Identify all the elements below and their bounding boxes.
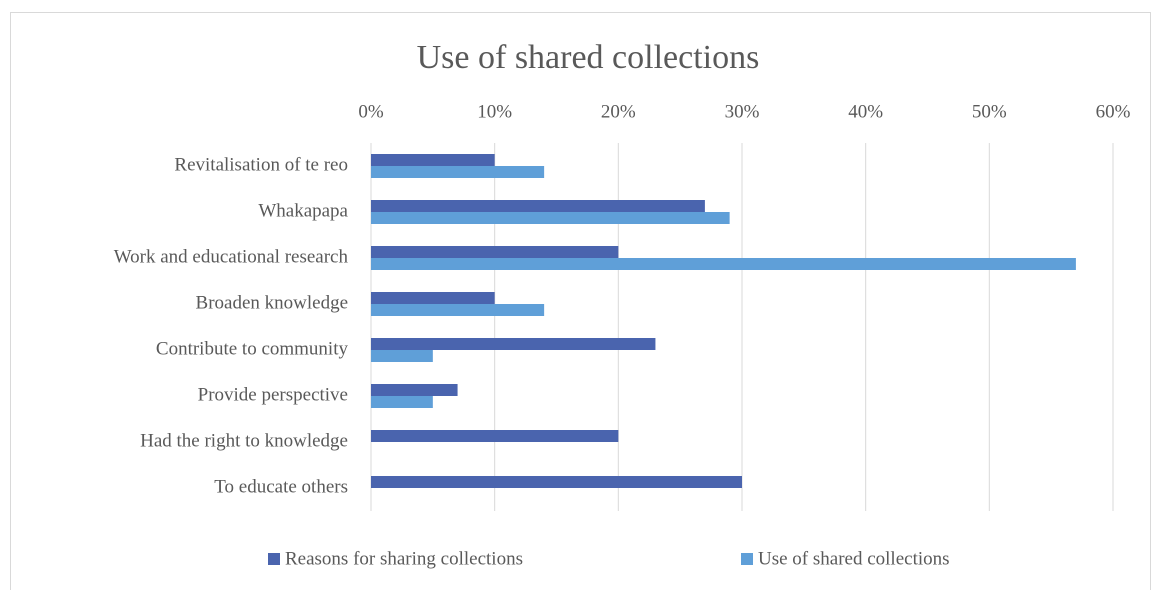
bar [371, 292, 495, 304]
x-tick-label: 50% [972, 101, 1007, 122]
y-tick-label: Provide perspective [198, 384, 348, 405]
bar [371, 396, 433, 408]
bar [371, 384, 458, 396]
bar [371, 166, 545, 178]
bar [371, 338, 656, 350]
bar [371, 246, 619, 258]
bar [371, 304, 545, 316]
y-tick-label: Revitalisation of te reo [174, 154, 348, 175]
legend-label: Use of shared collections [758, 548, 950, 569]
legend-swatch [268, 553, 280, 565]
x-tick-label: 40% [848, 101, 883, 122]
x-tick-label: 0% [358, 101, 384, 122]
y-tick-label: To educate others [214, 476, 348, 497]
y-tick-label: Contribute to community [156, 338, 349, 359]
legend-swatch [741, 553, 753, 565]
x-tick-label: 30% [725, 101, 760, 122]
y-tick-label: Broaden knowledge [196, 292, 348, 313]
bar [371, 350, 433, 362]
bar [371, 212, 730, 224]
x-tick-label: 10% [477, 101, 512, 122]
chart-border [10, 12, 1151, 590]
chart-title: Use of shared collections [417, 39, 760, 76]
y-tick-label: Work and educational research [114, 246, 349, 267]
x-tick-label: 20% [601, 101, 636, 122]
y-tick-label: Whakapapa [258, 200, 348, 221]
bar [371, 154, 495, 166]
bar [371, 476, 742, 488]
y-tick-label: Had the right to knowledge [140, 430, 348, 451]
bar [371, 258, 1076, 270]
legend-label: Reasons for sharing collections [285, 548, 523, 569]
x-tick-label: 60% [1096, 101, 1131, 122]
bar [371, 430, 619, 442]
bar [371, 200, 705, 212]
